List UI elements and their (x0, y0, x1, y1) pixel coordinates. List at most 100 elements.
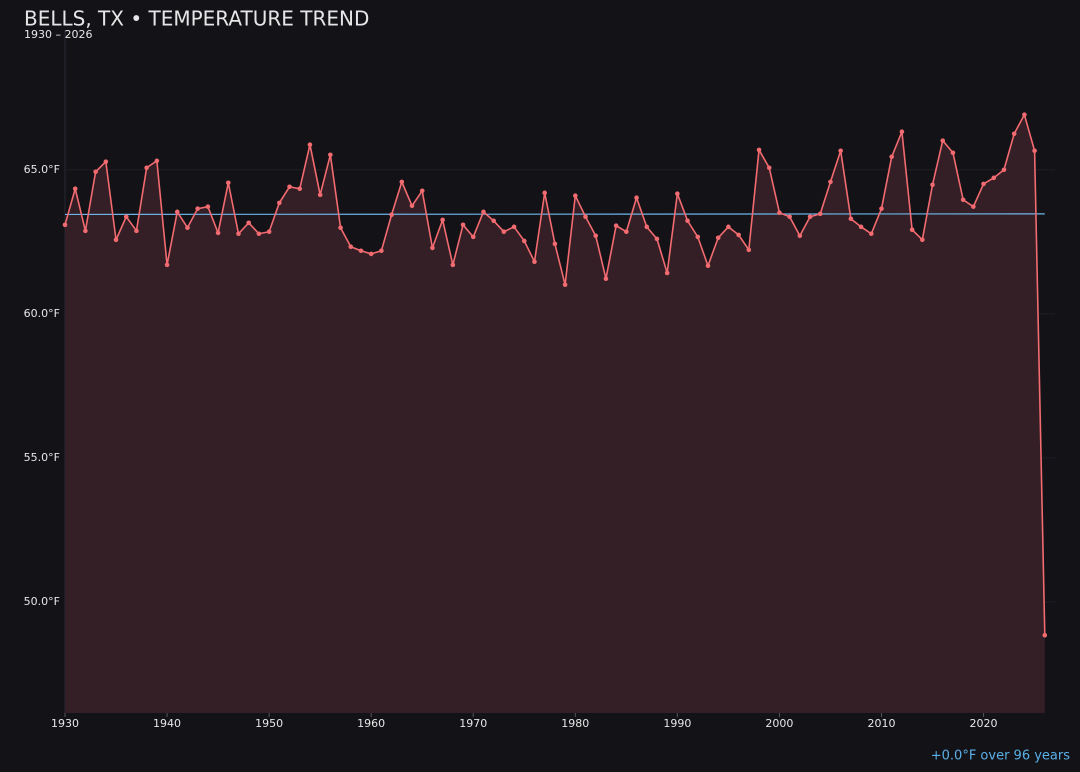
data-point (562, 282, 568, 288)
x-tick-label: 1970 (459, 717, 487, 730)
data-point (317, 192, 323, 198)
data-point (532, 259, 537, 265)
data-point (715, 235, 721, 241)
data-point (185, 225, 190, 230)
data-point (470, 234, 476, 240)
data-point (246, 220, 252, 226)
data-point (205, 204, 211, 209)
data-point (144, 165, 149, 171)
data-point (950, 150, 956, 156)
x-tick-label: 1930 (51, 717, 79, 730)
data-point (848, 216, 854, 222)
data-point (838, 148, 843, 154)
data-point (440, 217, 445, 223)
data-point (930, 182, 935, 188)
data-point (613, 223, 619, 228)
data-point (552, 241, 558, 247)
data-point (297, 186, 303, 192)
data-point (603, 276, 609, 282)
data-point (675, 191, 680, 196)
data-point (899, 129, 905, 135)
data-point (960, 197, 966, 203)
data-point (419, 188, 425, 194)
data-point (777, 210, 782, 216)
data-point (624, 229, 629, 235)
data-point (491, 218, 496, 224)
data-point (409, 203, 415, 209)
data-point (634, 195, 639, 201)
data-point (123, 214, 129, 220)
data-point (277, 200, 282, 206)
data-point (287, 184, 292, 190)
data-point (1042, 632, 1048, 638)
data-point (705, 263, 711, 269)
data-point (920, 237, 925, 243)
data-point (358, 248, 364, 254)
data-point (787, 214, 792, 220)
trend-annotation: +0.0°F over 96 years (931, 749, 1070, 764)
data-point (521, 238, 527, 244)
data-point (256, 231, 262, 237)
data-point (1011, 131, 1017, 137)
data-point (113, 237, 119, 243)
data-point (389, 212, 394, 218)
data-point (174, 209, 180, 215)
data-point (695, 234, 701, 240)
data-point (991, 175, 997, 181)
x-tick-label: 2020 (970, 717, 998, 730)
data-point (542, 190, 547, 196)
data-point (481, 209, 486, 215)
data-point (746, 247, 752, 253)
data-point (154, 158, 160, 164)
data-point (756, 147, 762, 153)
data-point (593, 233, 599, 239)
data-point (858, 224, 864, 230)
x-tick-label: 1990 (663, 717, 691, 730)
data-point (654, 236, 660, 242)
data-point (909, 227, 915, 233)
area (65, 114, 1045, 714)
y-tick-label: 65.0°F (24, 163, 60, 176)
data-point (368, 251, 374, 257)
data-point (236, 231, 241, 237)
data-point (399, 179, 405, 185)
data-point (828, 179, 833, 185)
data-point (766, 165, 772, 171)
y-tick-label: 55.0°F (24, 451, 60, 464)
data-point (460, 222, 466, 228)
x-tick-label: 1950 (255, 717, 283, 730)
data-point (583, 214, 588, 220)
data-point (971, 204, 976, 209)
data-point (797, 233, 803, 239)
data-point (93, 169, 98, 175)
x-tick-label: 2010 (867, 717, 895, 730)
data-point (225, 180, 231, 186)
data-point (511, 224, 517, 230)
data-point (72, 186, 78, 192)
data-point (807, 214, 813, 220)
data-point (379, 248, 384, 254)
data-point (328, 152, 333, 158)
data-point (868, 231, 874, 237)
data-point (430, 245, 435, 251)
data-point (685, 218, 690, 224)
x-tick-label: 1940 (153, 717, 181, 730)
data-point (501, 229, 507, 235)
data-point (889, 154, 895, 160)
data-point (736, 232, 741, 238)
y-tick-label: 50.0°F (24, 595, 60, 608)
data-point (664, 270, 670, 276)
x-tick-label: 2000 (765, 717, 793, 730)
data-point (164, 262, 170, 268)
data-point (348, 244, 354, 250)
data-point (338, 225, 343, 230)
data-point (726, 224, 731, 230)
data-point (307, 142, 313, 147)
data-point (83, 228, 88, 234)
data-point (1022, 112, 1027, 118)
data-point (134, 228, 139, 234)
chart-title: BELLS, TX • TEMPERATURE TREND (24, 7, 369, 31)
data-point (266, 229, 272, 235)
y-tick-label: 60.0°F (24, 307, 60, 320)
